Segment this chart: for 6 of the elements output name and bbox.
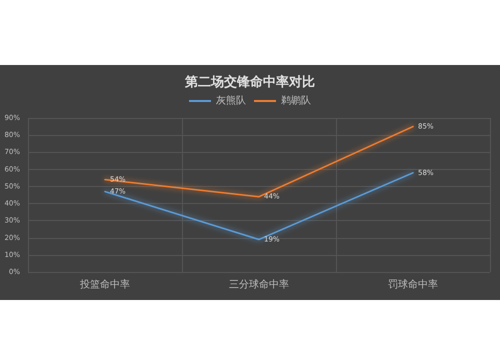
x-tick-label: 三分球命中率 [229, 278, 289, 290]
legend-label: 鹈鹕队 [281, 94, 311, 106]
x-tick-label: 投篮命中率 [79, 278, 130, 290]
legend-label: 灰熊队 [216, 94, 246, 106]
chart-title: 第二场交锋命中率对比 [184, 74, 315, 90]
x-tick-label: 罚球命中率 [388, 278, 438, 290]
